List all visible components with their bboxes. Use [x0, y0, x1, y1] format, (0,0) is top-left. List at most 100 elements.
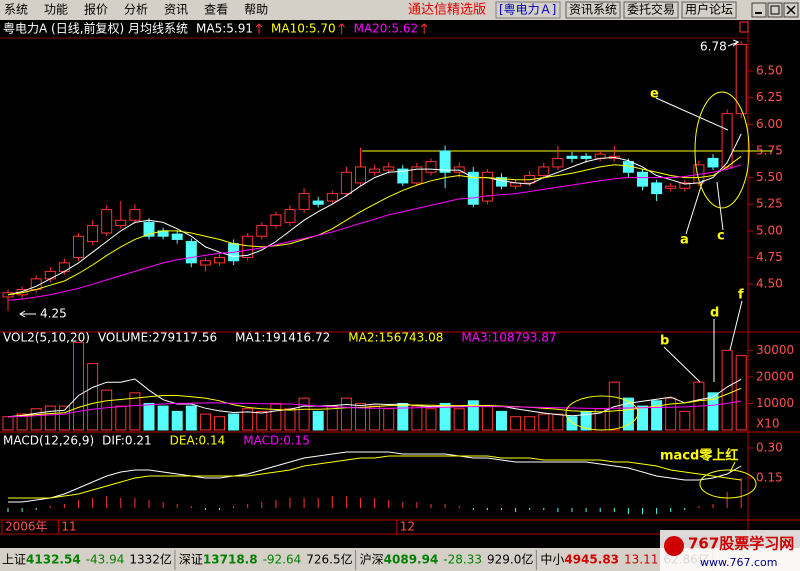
toolbar-button-label[interactable]: 委托交易: [627, 2, 675, 17]
y-tick-label: 30000: [756, 343, 794, 357]
candle-body: [679, 182, 691, 189]
high-label: 6.78: [700, 40, 727, 54]
volume-bar: [171, 410, 183, 431]
legend-entry: MACD:0.15: [243, 434, 310, 448]
candle-body: [143, 221, 155, 237]
window-controls: [751, 2, 799, 18]
menu-item[interactable]: 分析: [124, 3, 148, 17]
candle-body: [115, 219, 127, 227]
status-change: -43.94: [86, 553, 125, 567]
annotation-pointer: [729, 300, 743, 351]
volume-bar: [707, 392, 719, 431]
watermark-url: www.767.com: [700, 556, 777, 569]
volume-bar: [355, 402, 366, 431]
status-change: 13.11: [624, 553, 658, 567]
volume-bar: [369, 405, 381, 431]
volume-bar: [622, 397, 634, 431]
candle-body: [355, 166, 366, 184]
up-arrow-icon: [338, 23, 345, 34]
toolbar-button-label[interactable]: 用户论坛: [685, 2, 733, 17]
candle-body: [199, 260, 211, 266]
indicator-line: [7, 378, 742, 418]
toolbar-button[interactable]: [681, 1, 737, 19]
toolbar-button-label[interactable]: 资讯系统: [569, 3, 617, 17]
volume-bar: [298, 397, 310, 431]
panel-title: MACD(12,26,9): [3, 434, 94, 448]
volume-bar: [735, 355, 747, 431]
toolbar-button[interactable]: [623, 1, 679, 19]
volume-bar: [651, 400, 663, 431]
annotation-label: d: [710, 306, 719, 321]
menu-item[interactable]: 查看: [204, 3, 228, 17]
indicator-line: [7, 387, 742, 418]
status-value: 4132.54: [26, 553, 81, 567]
volume-bar: [284, 408, 296, 431]
candle-body: [101, 209, 113, 234]
candle-body: [270, 214, 282, 227]
volume-bar: [665, 397, 677, 431]
volume-bar: [30, 408, 42, 431]
app-title: 通达信精选版: [408, 3, 486, 18]
status-value: 4089.94: [384, 553, 439, 567]
candle-body: [439, 150, 451, 173]
candle-body: [171, 233, 183, 240]
minimize-button[interactable]: [751, 2, 767, 18]
volume-bar: [312, 410, 324, 431]
volume-bar: [481, 405, 493, 431]
candle-body: [87, 225, 99, 243]
high-arrow: [727, 39, 740, 47]
candle-body: [2, 292, 14, 298]
y-tick-label: 6.00: [756, 117, 783, 131]
panel-title: VOL2(5,10,20): [3, 331, 90, 345]
menu-item[interactable]: 报价: [84, 2, 108, 17]
maximize-icon: [770, 5, 780, 15]
volume-bar: [87, 363, 99, 431]
candle-body: [284, 209, 296, 223]
maximize-button[interactable]: [767, 2, 783, 18]
legend-entry: VOLUME:279117.56: [98, 331, 217, 345]
menu-bar: [0, 0, 800, 20]
menu-item[interactable]: 系统: [4, 3, 28, 17]
candle-body: [411, 166, 423, 184]
annotation-pointer: [655, 97, 729, 131]
highlight-ellipse: [699, 469, 757, 499]
y-tick-label: 0.15: [756, 471, 783, 485]
menu-item[interactable]: 帮助: [244, 3, 268, 17]
annotation-label: c: [717, 229, 725, 244]
volume-bar: [199, 413, 211, 431]
volume-bar: [2, 416, 14, 431]
candle-body: [637, 171, 648, 187]
volume-bar: [73, 341, 84, 431]
volume-bar: [101, 389, 113, 431]
volume-bar: [129, 392, 141, 431]
volume-bar: [721, 349, 733, 431]
watermark-box: [660, 530, 800, 571]
candle-body: [73, 235, 84, 259]
volume-bar: [510, 416, 522, 431]
candle-body: [383, 166, 395, 171]
candle-body: [566, 155, 578, 159]
legend-entry: MA1:191416.72: [235, 331, 330, 345]
candle-body: [326, 193, 338, 202]
candle-body: [425, 161, 437, 173]
menu-item[interactable]: 功能: [44, 3, 68, 17]
candle-body: [242, 235, 254, 259]
annotation-pointer: [663, 346, 701, 383]
toolbar-button[interactable]: [565, 1, 621, 19]
status-bar: [0, 548, 800, 571]
volume-bar: [157, 405, 169, 431]
legend-entry: MA5:5.91: [196, 22, 253, 36]
status-name: 上证: [2, 553, 26, 567]
status-name: 深证: [179, 553, 203, 567]
low-label: 4.25: [40, 307, 67, 321]
y-tick-label: 6.25: [756, 90, 783, 104]
menu-item[interactable]: 资讯: [164, 3, 188, 17]
candle-body: [665, 185, 677, 189]
volume-bar: [566, 416, 578, 431]
volume-bar: [467, 400, 479, 431]
annotation-label: e: [650, 87, 659, 102]
y-tick-label: 10000: [756, 396, 794, 410]
x-tick-label: 2006年: [5, 520, 48, 534]
volume-bar: [637, 405, 648, 431]
